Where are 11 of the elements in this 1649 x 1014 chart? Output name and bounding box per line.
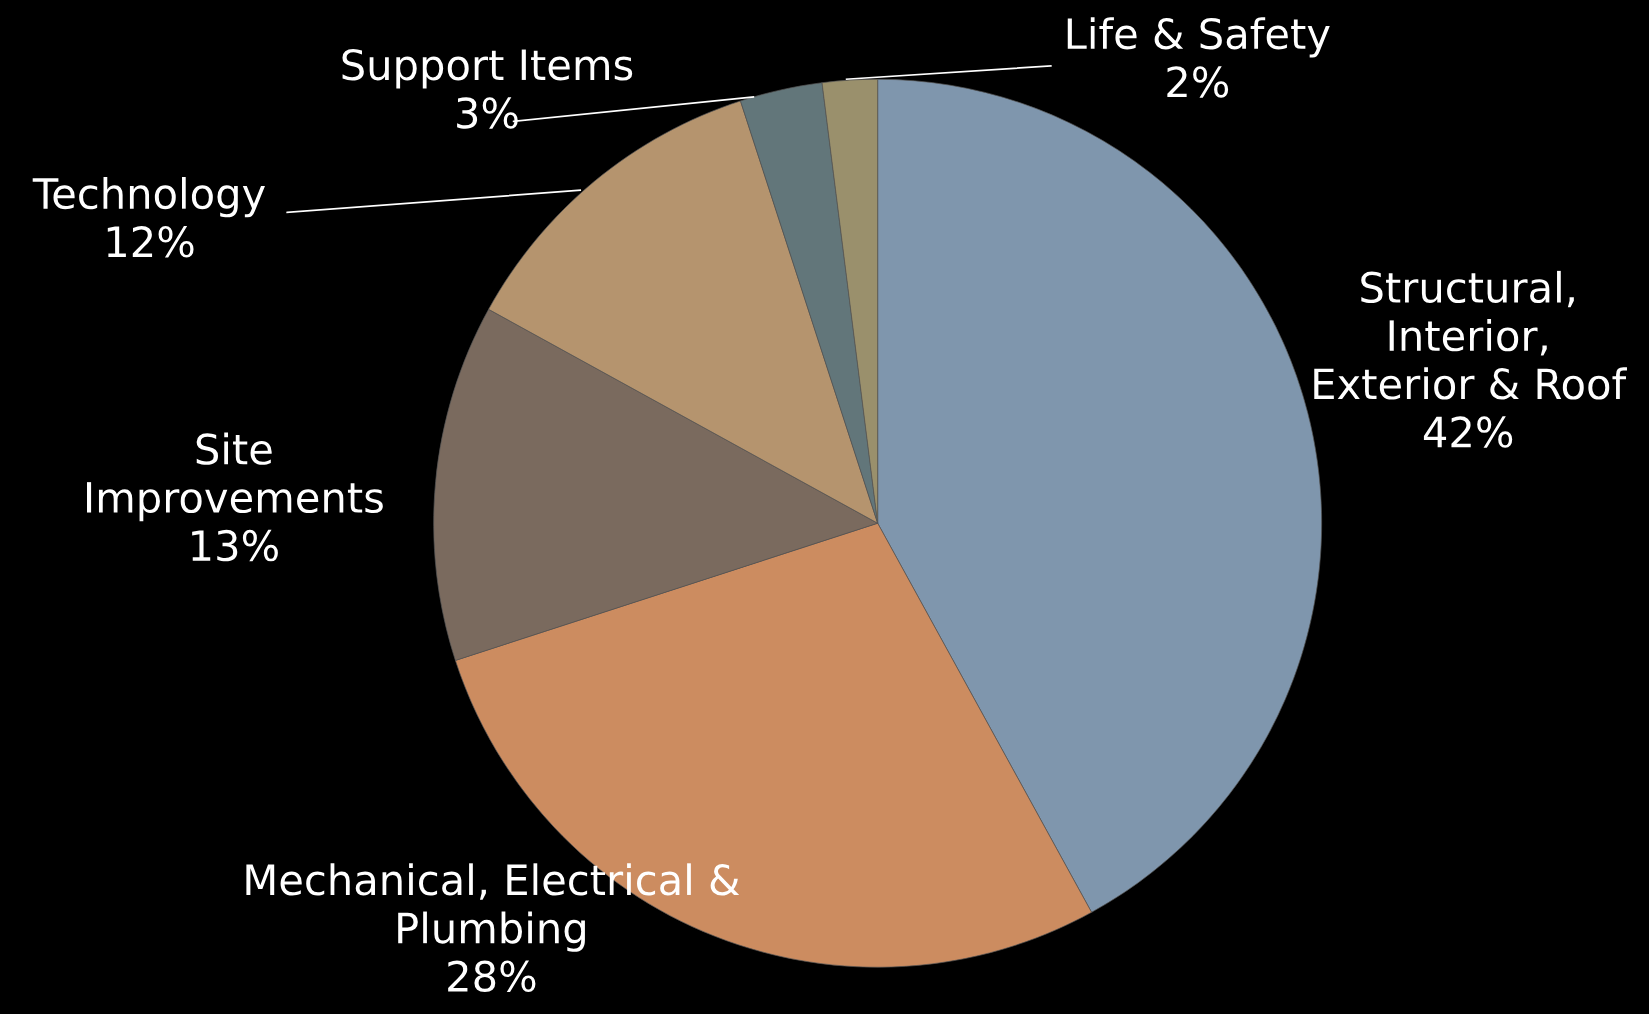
data-label: 28% <box>448 960 536 993</box>
data-label: 13% <box>192 529 278 562</box>
slice-label: Life & Safety <box>1067 17 1330 58</box>
data-label: 3% <box>457 97 518 129</box>
data-label: 2% <box>1167 66 1229 98</box>
slice-label: Technology <box>32 177 265 218</box>
data-label: 12% <box>107 226 194 258</box>
slice-label: Site Improvements <box>86 432 383 522</box>
data-label: 42% <box>1423 416 1513 448</box>
slice-label: Support Items <box>342 49 633 89</box>
slice-label: Structural, Interior, Exterior & Roof <box>1314 270 1627 400</box>
